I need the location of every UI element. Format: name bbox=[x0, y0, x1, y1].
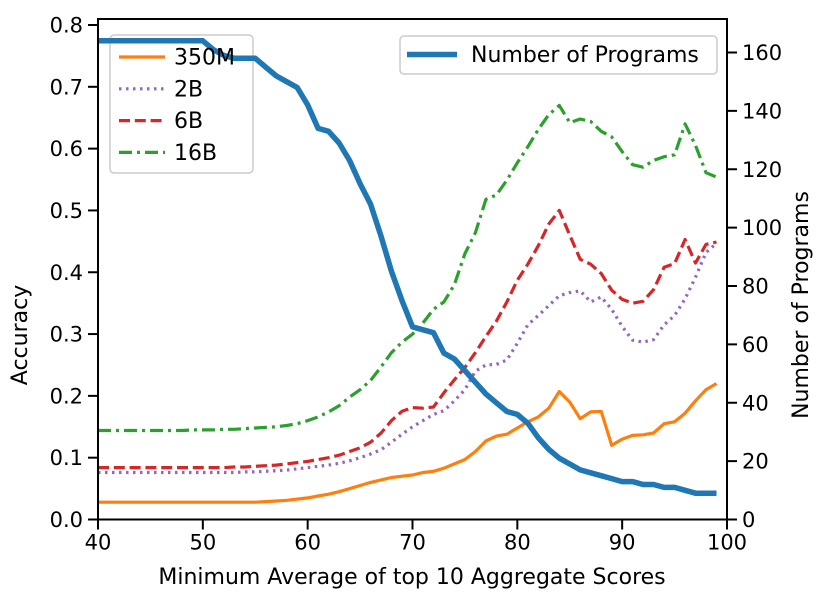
y-right-tick-label-140: 140 bbox=[742, 99, 782, 123]
x-tick-label-90: 90 bbox=[609, 531, 636, 555]
legend-label-16b: 16B bbox=[174, 141, 217, 166]
legend-label-2b: 2B bbox=[174, 77, 203, 102]
series-line-number-of-programs bbox=[98, 38, 717, 496]
model-legend: 350M 2B 6B 16B bbox=[119, 46, 235, 166]
series-line-350m bbox=[98, 382, 718, 504]
y-left-tick-label-0.8: 0.8 bbox=[50, 14, 83, 38]
model-legend-box bbox=[109, 34, 254, 174]
y-right-tick-label-20: 20 bbox=[742, 450, 769, 474]
y-axis-label-left: Accuracy bbox=[8, 285, 33, 385]
legend-item-350m: 350M bbox=[119, 46, 235, 71]
y-right-tick-label-160: 160 bbox=[742, 41, 782, 65]
legend-label-6b: 6B bbox=[174, 109, 203, 134]
y-left-tick-label-0.0: 0.0 bbox=[50, 508, 83, 532]
programs-legend-box bbox=[399, 35, 718, 75]
y-right-tick-label-100: 100 bbox=[742, 216, 782, 240]
y-left-tick-label-0.4: 0.4 bbox=[50, 261, 83, 285]
y-right-tick-label-40: 40 bbox=[742, 391, 769, 415]
y-axis-label-right: Number of Programs bbox=[789, 191, 814, 419]
series-line-2b bbox=[98, 242, 718, 475]
y-left-tick-label-0.7: 0.7 bbox=[50, 75, 83, 99]
y-left-tick-label-0.1: 0.1 bbox=[50, 446, 83, 470]
x-tick-label-70: 70 bbox=[399, 531, 426, 555]
y-right-tick-label-0: 0 bbox=[742, 508, 755, 532]
series-line-16b bbox=[98, 103, 718, 433]
series-group bbox=[98, 38, 718, 504]
y-left-tick-label-0.5: 0.5 bbox=[50, 199, 83, 223]
y-left-tick-label-0.6: 0.6 bbox=[50, 137, 83, 161]
y-left-tick-label-0.3: 0.3 bbox=[50, 323, 83, 347]
x-tick-label-40: 40 bbox=[85, 531, 112, 555]
y-right-tick-label-80: 80 bbox=[742, 275, 769, 299]
plot-area-border bbox=[97, 18, 728, 521]
x-tick-label-100: 100 bbox=[707, 531, 747, 555]
y-right-tick-label-120: 120 bbox=[742, 158, 782, 182]
legend-item-16b: 16B bbox=[119, 141, 217, 166]
programs-legend-label: Number of Programs bbox=[471, 43, 699, 68]
y-left-tick-label-0.2: 0.2 bbox=[50, 384, 83, 408]
programs-legend: Number of Programs bbox=[399, 35, 718, 75]
y-right-tick-label-60: 60 bbox=[742, 333, 769, 357]
ticks-group: 40 50 60 70 80 90 100 0.0 0.1 0.2 0.3 0.4 0.5 0.6 0.7 0… bbox=[50, 14, 783, 555]
legend-label-350m: 350M bbox=[174, 46, 235, 71]
x-axis-label: Minimum Average of top 10 Aggregate Scor… bbox=[158, 565, 665, 590]
legend-item-6b: 6B bbox=[119, 109, 203, 134]
series-line-6b bbox=[98, 208, 717, 470]
x-tick-label-60: 60 bbox=[294, 531, 321, 555]
legend-item-2b: 2B bbox=[119, 77, 203, 102]
x-tick-label-80: 80 bbox=[504, 531, 531, 555]
x-tick-label-50: 50 bbox=[189, 531, 216, 555]
